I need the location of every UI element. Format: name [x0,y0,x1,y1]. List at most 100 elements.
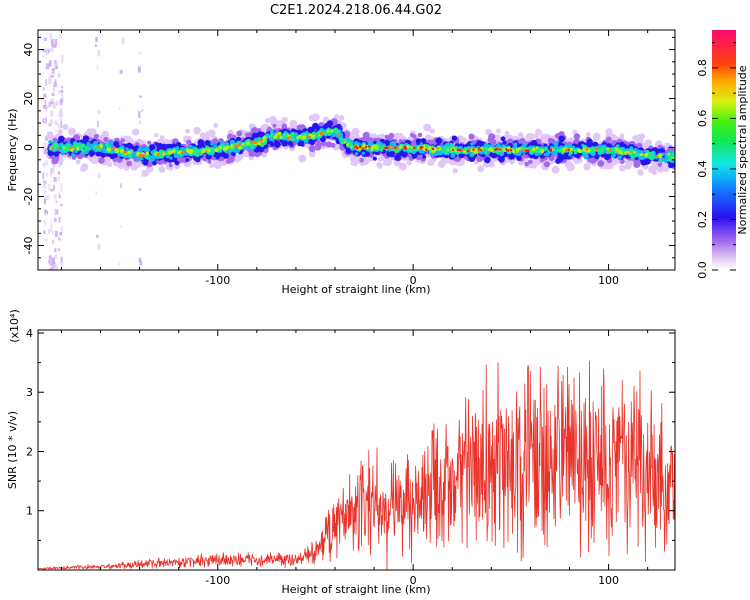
noise-blob [54,39,58,46]
heatmap-cell [51,150,56,156]
heatmap-cell [423,123,432,132]
heatmap-cell [321,140,327,147]
heatmap-cell [272,123,277,128]
heatmap-cell [394,148,399,154]
heatmap-cell [193,126,201,135]
heatmap-cell [502,140,507,145]
noise-blob [59,34,62,39]
noise-blob [44,37,47,41]
noise-blob [45,63,50,70]
heatmap-cell [185,158,190,162]
heatmap-cell [183,152,188,156]
heatmap-cell [75,159,81,165]
noise-blob [57,248,61,252]
heatmap-cell [74,150,78,154]
heatmap-cell [398,148,402,152]
noise-blob [42,55,45,58]
heatmap-cell [637,169,644,176]
heatmap-cell [634,152,639,157]
heatmap-cell [312,122,319,130]
heatmap-cell [98,157,105,164]
noise-blob [48,229,51,235]
heatmap-cell [120,138,125,143]
heatmap-cell [127,137,134,144]
heatmap-cell [583,163,591,171]
noise-blob [60,225,63,233]
heatmap-cell [394,159,401,167]
heatmap-cell [100,152,107,158]
heatmap-cell [504,130,510,136]
noise-blob [42,49,46,53]
heatmap-cell [351,127,360,136]
heatmap-cell [338,115,345,121]
noise-blob [50,267,54,270]
heatmap-cell [443,150,448,155]
heatmap-cell [377,163,383,169]
heatmap-cell [545,152,549,156]
noise-blob [57,176,60,181]
noise-blob [48,261,50,264]
heatmap-cell [264,118,270,123]
heatmap-cell [209,162,215,168]
heatmap-cell [188,144,193,149]
noise-blob [119,69,123,74]
noise-blob [48,255,52,263]
heatmap-marks [42,32,675,270]
heatmap-cell [640,159,648,166]
heatmap-cell [529,150,532,154]
heatmap-cell [127,154,133,159]
noise-blob [58,110,62,117]
noise-blob [54,208,57,216]
noise-blob [61,85,63,89]
heatmap-cell [67,127,76,136]
heatmap-cell [297,141,302,147]
noise-blob [54,254,58,259]
heatmap-cell [553,141,559,146]
heatmap-cell [80,163,89,171]
heatmap-cell [592,132,601,141]
noise-blob [53,264,57,270]
noise-blob [118,262,121,266]
noise-blob [50,221,53,226]
heatmap-cell [330,142,336,148]
heatmap-cell [308,114,316,122]
noise-blob [139,95,143,98]
heatmap-cell [105,152,110,157]
noise-blob [43,147,46,155]
noise-blob [44,100,47,106]
heatmap-cell [476,140,483,147]
heatmap-cell [386,150,393,157]
noise-blob [60,263,63,267]
heatmap-cell [556,148,561,153]
noise-blob [96,65,99,70]
heatmap-cell [148,161,153,166]
heatmap-cell [334,114,340,119]
noise-blob [53,185,55,191]
heatmap-cell [372,156,377,161]
heatmap-cell [196,148,200,152]
noise-blob [51,44,55,48]
noise-blob [120,183,122,189]
noise-blob [51,168,55,174]
heatmap-cell [158,154,163,159]
heatmap-cell [315,139,320,144]
heatmap-cell [159,135,165,141]
heatmap-cell [452,168,458,174]
noise-blob [50,110,54,117]
heatmap-cell [257,137,261,140]
heatmap-cell [328,123,333,128]
heatmap-cell [573,151,578,155]
heatmap-cell [484,147,489,151]
noise-blob [50,188,54,192]
heatmap-cell [551,165,560,174]
heatmap-cell [147,140,152,145]
noise-blob [59,239,62,242]
heatmap-cell [451,135,458,141]
noise-blob [52,85,56,93]
heatmap-cell [282,134,288,139]
heatmap-cell [419,142,423,146]
noise-blob [49,262,53,266]
heatmap-cell [258,146,265,153]
heatmap-cell [663,157,669,163]
heatmap-cell [470,142,474,146]
